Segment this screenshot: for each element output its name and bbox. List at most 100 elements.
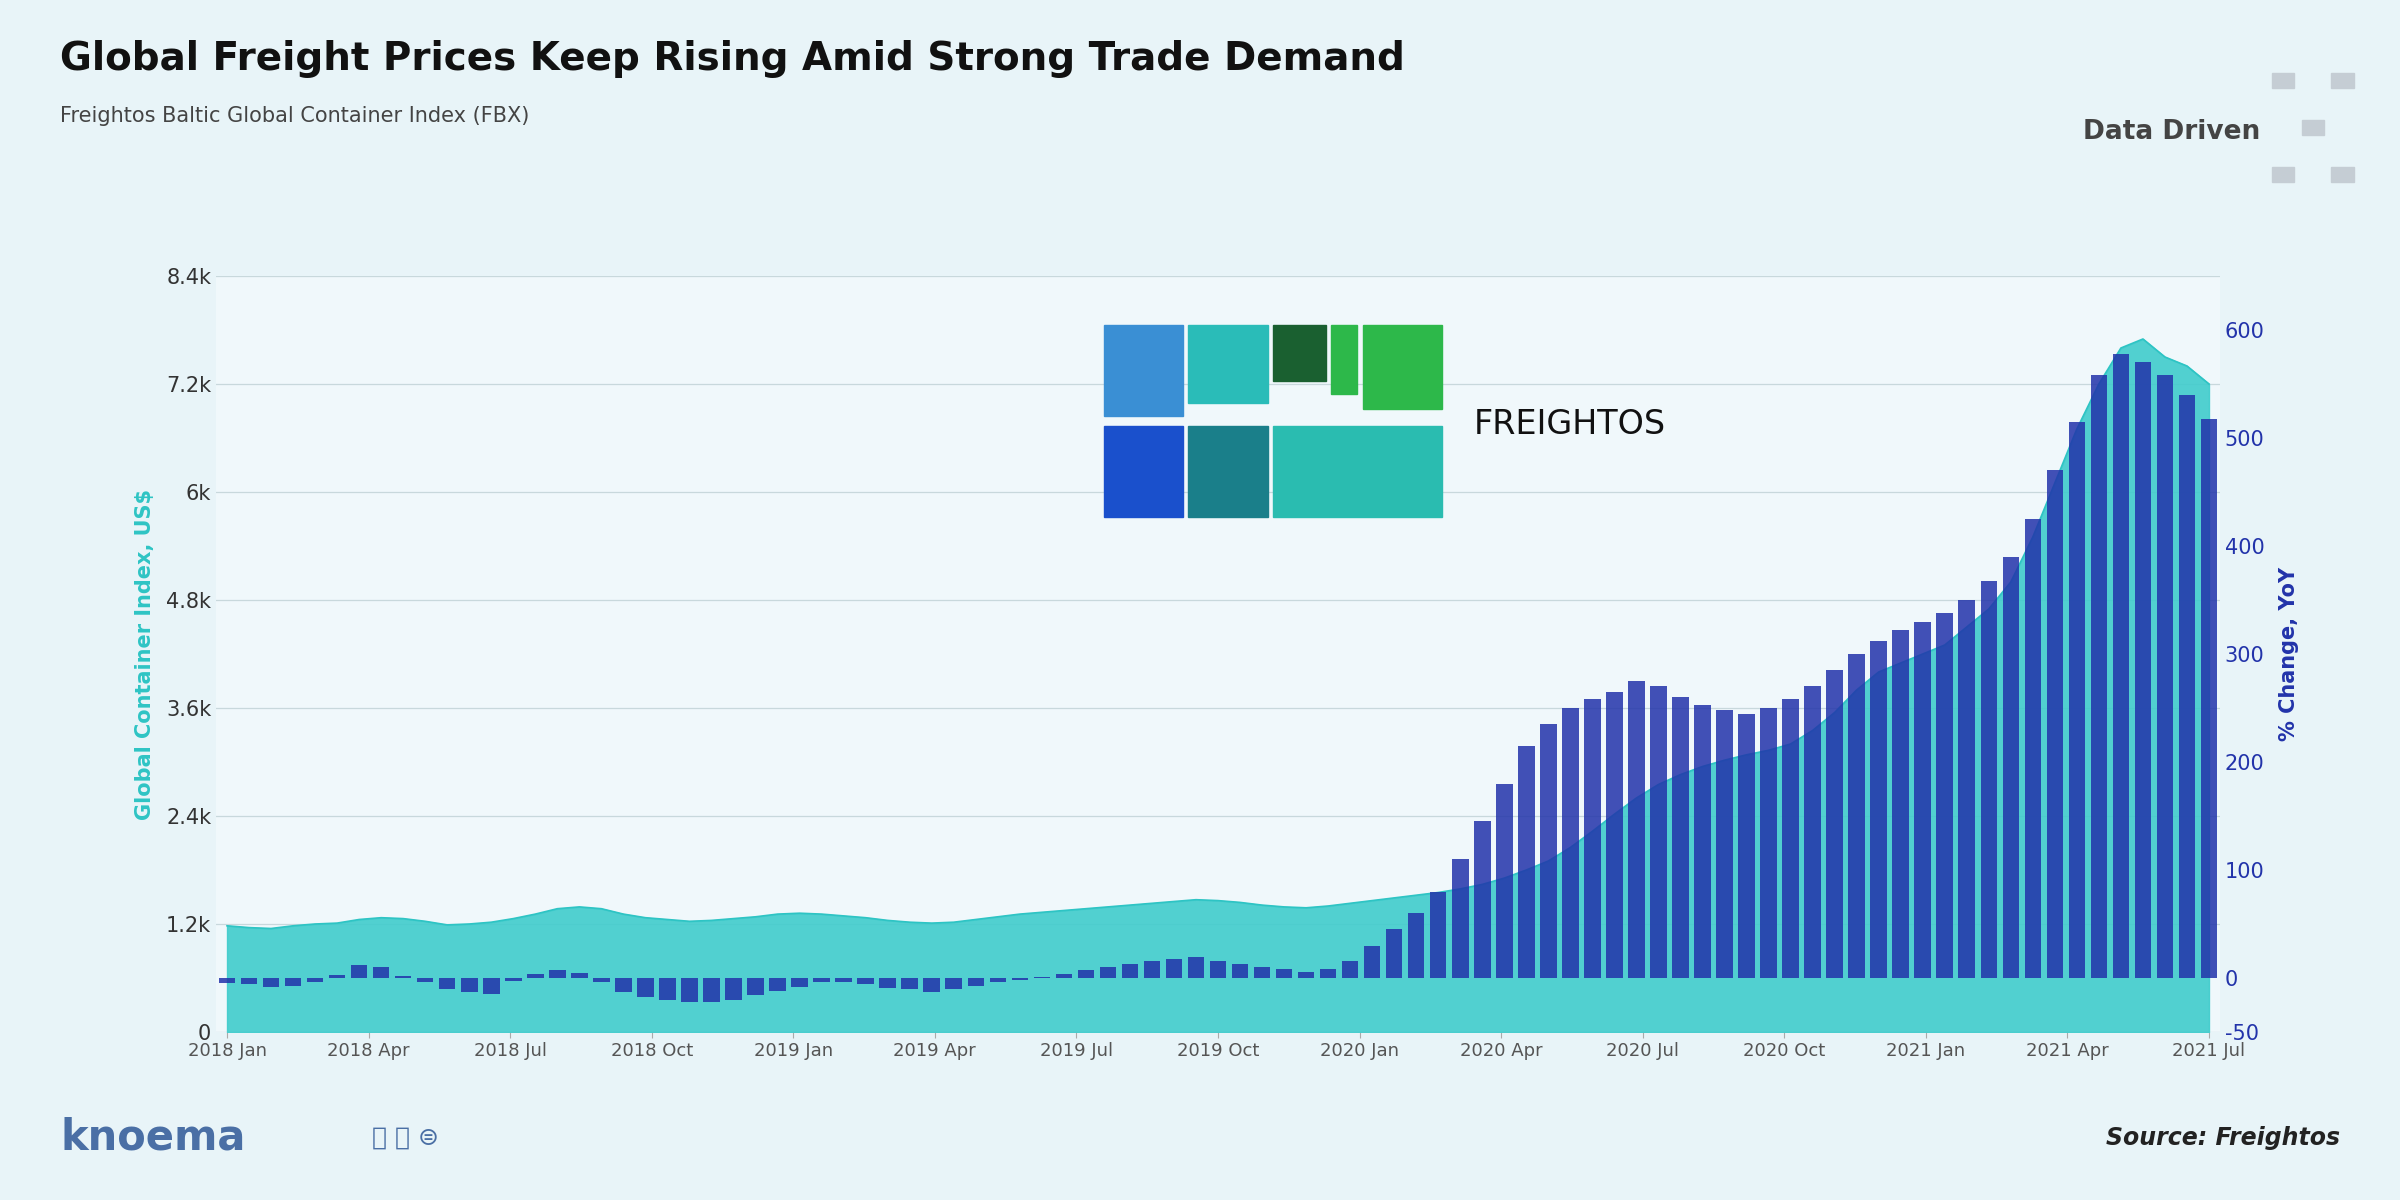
Bar xyxy=(240,978,257,984)
Bar xyxy=(307,978,324,983)
Y-axis label: % Change, YoY: % Change, YoY xyxy=(2278,566,2299,742)
Bar xyxy=(2112,354,2129,978)
Bar xyxy=(262,978,278,986)
Bar xyxy=(1078,971,1094,978)
Bar xyxy=(1121,964,1138,978)
Bar xyxy=(2302,120,2323,136)
Bar xyxy=(286,978,302,985)
Text: Source: Freightos: Source: Freightos xyxy=(2105,1126,2340,1150)
Bar xyxy=(1342,961,1358,978)
Bar xyxy=(1099,967,1116,978)
Bar xyxy=(2002,557,2018,978)
Bar xyxy=(2330,167,2354,182)
Bar xyxy=(528,973,542,978)
Bar xyxy=(550,971,566,978)
Bar xyxy=(1562,708,1579,978)
Text: ⓒ ⓘ ⊜: ⓒ ⓘ ⊜ xyxy=(372,1126,439,1150)
Bar xyxy=(1716,710,1733,978)
Bar xyxy=(2273,73,2294,89)
Bar xyxy=(396,976,410,978)
Bar xyxy=(1188,325,1267,403)
Bar xyxy=(1104,325,1183,415)
Bar xyxy=(857,978,874,984)
Bar xyxy=(636,978,653,997)
Bar xyxy=(660,978,677,1000)
Bar xyxy=(1253,967,1270,978)
Bar xyxy=(2330,73,2354,89)
Bar xyxy=(2201,419,2218,978)
Bar xyxy=(1673,697,1690,978)
Text: Data Driven: Data Driven xyxy=(2083,119,2261,145)
Bar xyxy=(2069,421,2086,978)
Bar xyxy=(902,978,917,989)
Bar xyxy=(1958,600,1975,978)
Bar xyxy=(924,978,941,992)
Text: knoema: knoema xyxy=(60,1116,245,1159)
Bar xyxy=(946,978,962,989)
Bar xyxy=(1385,929,1402,978)
Bar xyxy=(571,972,588,978)
Bar xyxy=(1870,641,1886,978)
Bar xyxy=(1606,691,1622,978)
Bar xyxy=(1452,859,1469,978)
Bar xyxy=(703,978,720,1002)
Bar xyxy=(1272,325,1325,382)
Bar xyxy=(1805,686,1822,978)
Bar xyxy=(682,978,698,1002)
Bar xyxy=(2090,376,2107,978)
Bar xyxy=(504,978,521,982)
Bar xyxy=(1188,426,1267,517)
Bar xyxy=(350,965,367,978)
Bar xyxy=(1541,724,1558,978)
Bar xyxy=(418,978,434,983)
Bar xyxy=(2134,362,2150,978)
Bar xyxy=(1210,961,1226,978)
Bar xyxy=(1298,972,1315,978)
Bar xyxy=(1166,959,1183,978)
Bar xyxy=(1010,978,1027,980)
Bar xyxy=(1627,680,1644,978)
Bar xyxy=(1495,784,1512,978)
Bar xyxy=(746,978,763,995)
Text: FREIGHTOS: FREIGHTOS xyxy=(1474,408,1666,440)
Bar xyxy=(1738,714,1754,978)
Bar xyxy=(2179,395,2196,978)
Bar xyxy=(2026,518,2040,978)
Bar xyxy=(2158,376,2174,978)
Bar xyxy=(1937,613,1954,978)
Bar xyxy=(593,978,610,983)
Bar xyxy=(1915,622,1932,978)
Bar xyxy=(461,978,478,992)
Bar xyxy=(1980,581,1997,978)
Bar xyxy=(1363,946,1380,978)
Bar xyxy=(1694,704,1711,978)
Bar xyxy=(1474,821,1490,978)
Bar xyxy=(372,967,389,978)
Bar xyxy=(1145,961,1159,978)
Bar xyxy=(1231,964,1248,978)
Bar xyxy=(1651,686,1666,978)
Bar xyxy=(1272,426,1442,517)
Bar xyxy=(439,978,456,989)
Text: Freightos Baltic Global Container Index (FBX): Freightos Baltic Global Container Index … xyxy=(60,106,530,126)
Bar xyxy=(1056,973,1073,978)
Bar xyxy=(1430,892,1447,978)
Bar xyxy=(878,978,895,988)
Bar xyxy=(1519,745,1534,978)
Bar xyxy=(989,978,1006,983)
Bar xyxy=(814,978,830,983)
Bar xyxy=(1826,670,1843,978)
Bar xyxy=(218,978,235,983)
Bar xyxy=(725,978,742,1000)
Bar xyxy=(1848,654,1865,978)
Bar xyxy=(1104,426,1183,517)
Bar xyxy=(835,978,852,983)
Bar xyxy=(614,978,631,992)
Bar xyxy=(792,978,809,986)
Bar xyxy=(1759,708,1776,978)
Bar xyxy=(2047,470,2064,978)
Bar xyxy=(329,974,346,978)
Bar xyxy=(1409,913,1426,978)
Bar xyxy=(967,978,984,985)
Bar xyxy=(1363,325,1442,409)
